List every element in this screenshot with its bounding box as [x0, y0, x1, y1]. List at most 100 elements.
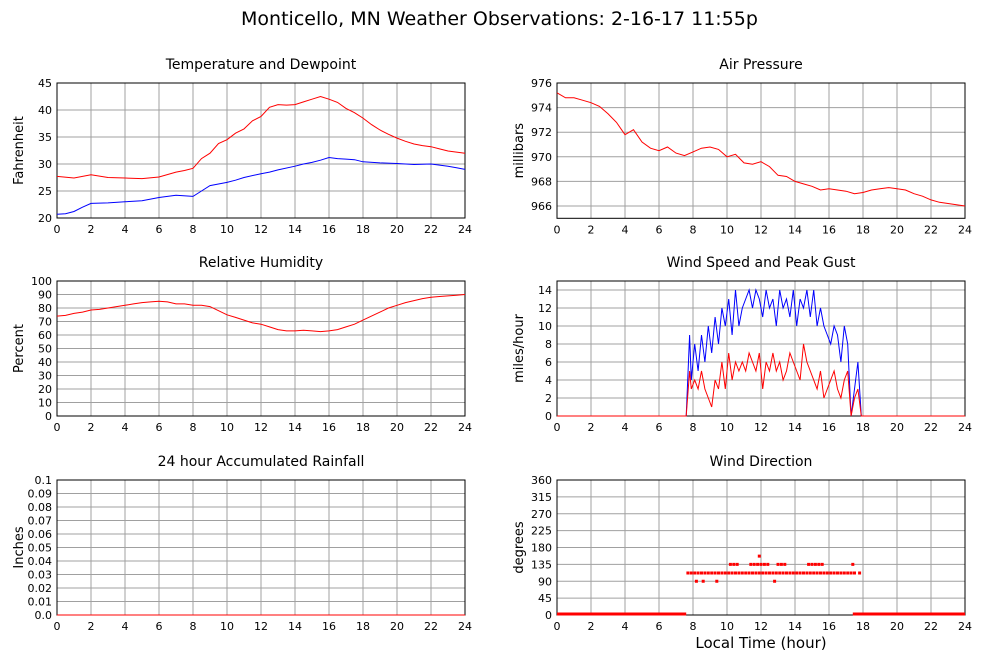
series-line-0	[56, 294, 466, 333]
x-tick-label: 14	[288, 421, 302, 434]
x-tick-label: 6	[156, 421, 163, 434]
y-tick-label: 40	[38, 104, 52, 117]
x-tick-label: 24	[458, 223, 472, 236]
x-tick-label: 0	[554, 223, 561, 236]
chart-title: Air Pressure	[719, 57, 802, 73]
y-tick-label: 360	[531, 474, 552, 487]
x-tick-label: 4	[122, 620, 129, 633]
y-tick-label: 50	[38, 343, 52, 356]
x-tick-label: 8	[190, 620, 197, 633]
data-point	[808, 571, 812, 575]
y-tick-label: 8	[545, 338, 552, 351]
x-tick-label: 12	[254, 620, 268, 633]
x-tick-label: 0	[54, 620, 61, 633]
data-point	[822, 571, 826, 575]
x-tick-label: 20	[390, 421, 404, 434]
x-tick-label: 2	[588, 620, 595, 633]
x-tick-label: 18	[856, 620, 870, 633]
x-tick-label: 2	[588, 421, 595, 434]
y-tick-label: 966	[531, 200, 552, 213]
y-tick-label: 0	[545, 410, 552, 423]
y-tick-label: 6	[545, 356, 552, 369]
data-point	[836, 571, 839, 575]
y-tick-label: 180	[531, 542, 552, 555]
plot-frame	[556, 82, 966, 219]
plot-frame	[56, 82, 466, 219]
data-point	[727, 571, 731, 575]
x-tick-label: 22	[424, 620, 438, 633]
x-tick-label: 0	[54, 223, 61, 236]
y-tick-label: 90	[538, 575, 552, 588]
x-tick-label: 20	[890, 421, 904, 434]
x-tick-label: 16	[322, 223, 336, 236]
data-point	[771, 571, 775, 575]
x-tick-label: 18	[356, 421, 370, 434]
x-tick-label: 20	[390, 620, 404, 633]
data-point	[694, 579, 698, 583]
x-tick-label: 14	[788, 620, 802, 633]
data-point	[798, 571, 802, 575]
x-tick-label: 4	[622, 223, 629, 236]
y-tick-label: 0.01	[28, 596, 53, 609]
x-tick-label: 6	[656, 223, 663, 236]
data-point	[759, 562, 763, 566]
y-axis-label: Percent	[12, 324, 27, 373]
x-tick-label: 18	[856, 223, 870, 236]
data-point	[744, 571, 748, 575]
y-tick-label: 970	[531, 151, 552, 164]
x-tick-label: 16	[322, 620, 336, 633]
x-tick-label: 22	[424, 223, 438, 236]
data-point	[693, 571, 697, 575]
data-point	[740, 571, 744, 575]
y-tick-label: 80	[38, 302, 52, 315]
y-axis-label: miles/hour	[512, 313, 527, 382]
data-point	[768, 571, 771, 575]
data-point	[686, 571, 690, 575]
x-tick-label: 10	[720, 223, 734, 236]
data-point	[832, 571, 836, 575]
y-tick-label: 20	[38, 212, 52, 225]
x-tick-label: 24	[958, 421, 972, 434]
x-tick-label: 12	[754, 421, 768, 434]
x-tick-label: 18	[856, 421, 870, 434]
data-point	[757, 571, 761, 575]
data-point	[689, 571, 693, 575]
data-point	[846, 571, 850, 575]
data-point	[752, 562, 756, 566]
x-tick-label: 18	[356, 223, 370, 236]
data-point	[851, 562, 855, 566]
chart-title: Relative Humidity	[199, 255, 323, 271]
x-tick-label: 10	[720, 421, 734, 434]
x-tick-label: 22	[924, 620, 938, 633]
data-point	[764, 571, 768, 575]
data-point	[813, 562, 817, 566]
x-tick-label: 6	[656, 421, 663, 434]
data-point	[815, 571, 819, 575]
x-tick-label: 2	[588, 223, 595, 236]
data-point	[778, 571, 782, 575]
y-axis-label: degrees	[512, 521, 527, 574]
x-axis-label: Local Time (hour)	[695, 634, 827, 652]
data-point	[819, 571, 822, 575]
data-point	[717, 571, 720, 575]
y-tick-label: 0.06	[28, 528, 53, 541]
x-tick-label: 8	[190, 223, 197, 236]
main-title: Monticello, MN Weather Observations: 2-1…	[241, 8, 758, 30]
data-point	[706, 571, 710, 575]
data-point	[730, 571, 734, 575]
series-line-0	[556, 92, 966, 207]
data-point	[720, 571, 724, 575]
chart-title: Wind Direction	[710, 454, 813, 470]
chart-title: Wind Speed and Peak Gust	[667, 255, 856, 271]
x-tick-label: 16	[822, 223, 836, 236]
y-tick-label: 60	[38, 329, 52, 342]
data-point	[785, 571, 788, 575]
data-point	[810, 562, 814, 566]
data-point	[737, 571, 741, 575]
y-tick-label: 270	[531, 508, 552, 521]
data-point	[757, 554, 761, 558]
